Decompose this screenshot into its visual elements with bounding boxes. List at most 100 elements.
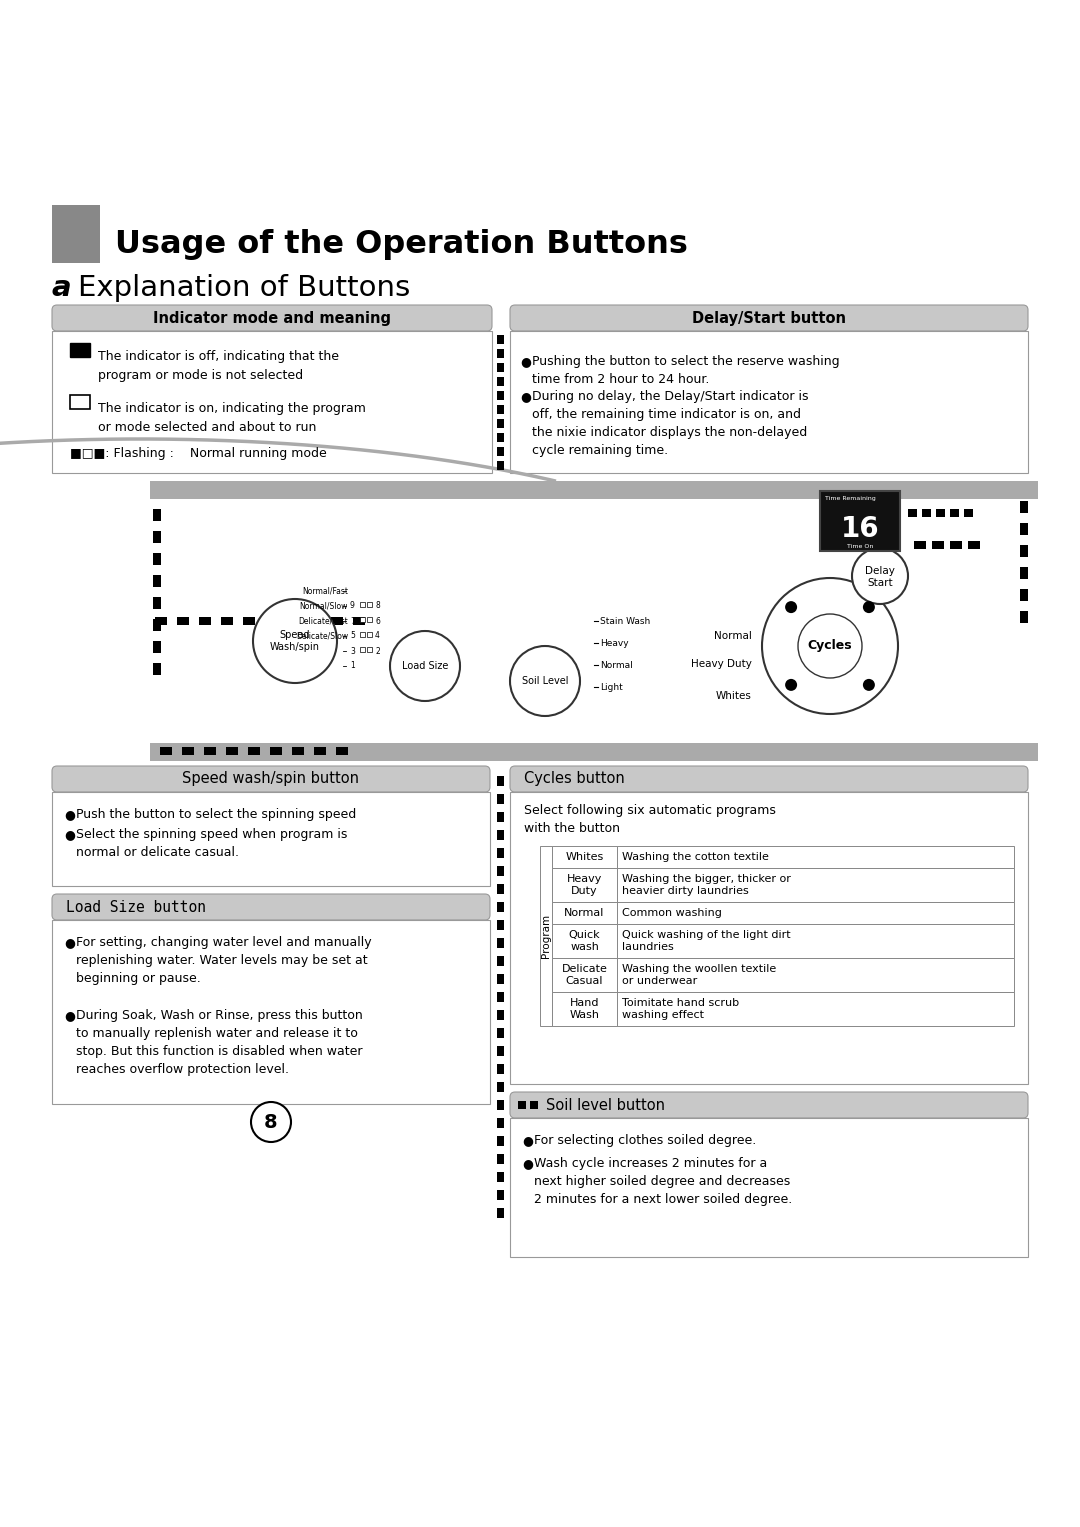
Bar [292,747,303,754]
Text: Indicator mode and meaning: Indicator mode and meaning [153,310,391,325]
Text: Whites: Whites [565,852,604,863]
Bar [497,1046,504,1057]
Bar [497,938,504,948]
Circle shape [785,680,797,690]
Bar [932,541,944,550]
Text: Washing the cotton textile: Washing the cotton textile [622,852,769,863]
Bar [497,405,504,414]
Text: Pushing the button to select the reserve washing
time from 2 hour to 24 hour.: Pushing the button to select the reserve… [532,354,839,386]
Bar [360,632,365,637]
Text: During no delay, the Delay/Start indicator is
off, the remaining time indicator : During no delay, the Delay/Start indicat… [532,389,809,457]
Circle shape [852,548,908,605]
Bar [1020,501,1028,513]
Text: Wash cycle increases 2 minutes for a
next higher soiled degree and decreases
2 m: Wash cycle increases 2 minutes for a nex… [534,1157,793,1206]
Circle shape [798,614,862,678]
Bar [922,508,931,518]
Bar [70,344,90,357]
Bar [497,884,504,893]
Circle shape [863,680,875,690]
Bar [968,541,980,550]
Bar [497,847,504,858]
Bar [248,747,260,754]
Bar [950,508,959,518]
FancyBboxPatch shape [52,305,492,331]
Text: Cycles: Cycles [808,640,852,652]
Bar [552,924,617,957]
Text: Heavy Duty: Heavy Duty [691,660,752,669]
Bar [497,1118,504,1128]
Text: Speed: Speed [280,631,310,640]
Text: Time Remaining: Time Remaining [825,496,876,501]
Bar [964,508,973,518]
Bar [552,902,617,924]
Text: Washing the woollen textile
or underwear: Washing the woollen textile or underwear [622,964,777,986]
FancyBboxPatch shape [52,767,490,793]
Bar [360,602,365,608]
Circle shape [510,646,580,716]
Bar [221,617,233,625]
Text: 16: 16 [840,515,879,544]
Text: Wash/spin: Wash/spin [270,641,320,652]
Text: a: a [52,273,71,302]
Bar [183,747,194,754]
Bar [497,776,504,786]
Text: Quick washing of the light dirt
laundries: Quick washing of the light dirt laundrie… [622,930,791,951]
Text: ■□■: Flashing :    Normal running mode: ■□■: Flashing : Normal running mode [70,446,327,460]
Bar [497,1083,504,1092]
Text: Whites: Whites [716,692,752,701]
Text: Heavy
Duty: Heavy Duty [567,873,603,896]
Bar [287,617,299,625]
Bar [330,617,343,625]
Bar [265,617,276,625]
Bar [336,747,348,754]
Bar [497,1136,504,1145]
Bar [70,395,90,409]
Bar [153,531,161,544]
Bar [353,617,365,625]
Bar [153,553,161,565]
Bar [497,919,504,930]
Text: Normal: Normal [600,661,633,669]
Text: Usage of the Operation Buttons: Usage of the Operation Buttons [114,229,688,261]
Bar [497,447,504,457]
Bar [820,492,900,551]
Text: Explanation of Buttons: Explanation of Buttons [78,273,410,302]
Bar [497,1173,504,1182]
Bar [497,1064,504,1073]
Text: 9: 9 [350,602,355,611]
Bar [177,617,189,625]
Text: ●: ● [64,808,75,822]
Bar [1020,611,1028,623]
Text: Start: Start [867,579,893,588]
Bar [540,846,552,1026]
Text: Stain Wash: Stain Wash [600,617,650,626]
Bar [552,867,617,902]
Bar [497,363,504,373]
Bar [510,331,1028,473]
FancyBboxPatch shape [510,1092,1028,1118]
Bar [497,1154,504,1164]
Text: ●: ● [522,1157,532,1170]
Bar [153,508,161,521]
FancyBboxPatch shape [52,893,490,919]
Text: 7: 7 [350,617,355,626]
Bar [617,867,1014,902]
Bar [360,647,365,652]
Text: ●: ● [64,1009,75,1022]
Text: Normal/Slow: Normal/Slow [299,602,348,611]
Bar [530,1101,538,1109]
Bar [497,993,504,1002]
Bar [552,957,617,993]
Bar [497,956,504,967]
Text: 5: 5 [350,632,355,640]
Text: Delay/Start button: Delay/Start button [692,310,846,325]
Bar [497,418,504,428]
Bar [617,846,1014,867]
Text: Delay: Delay [865,567,895,576]
Bar [552,993,617,1026]
Bar [243,617,255,625]
Bar [510,793,1028,1084]
Text: Toimitate hand scrub
washing effect: Toimitate hand scrub washing effect [622,999,739,1020]
Text: Hand
Wash: Hand Wash [569,999,599,1020]
Bar [497,1099,504,1110]
